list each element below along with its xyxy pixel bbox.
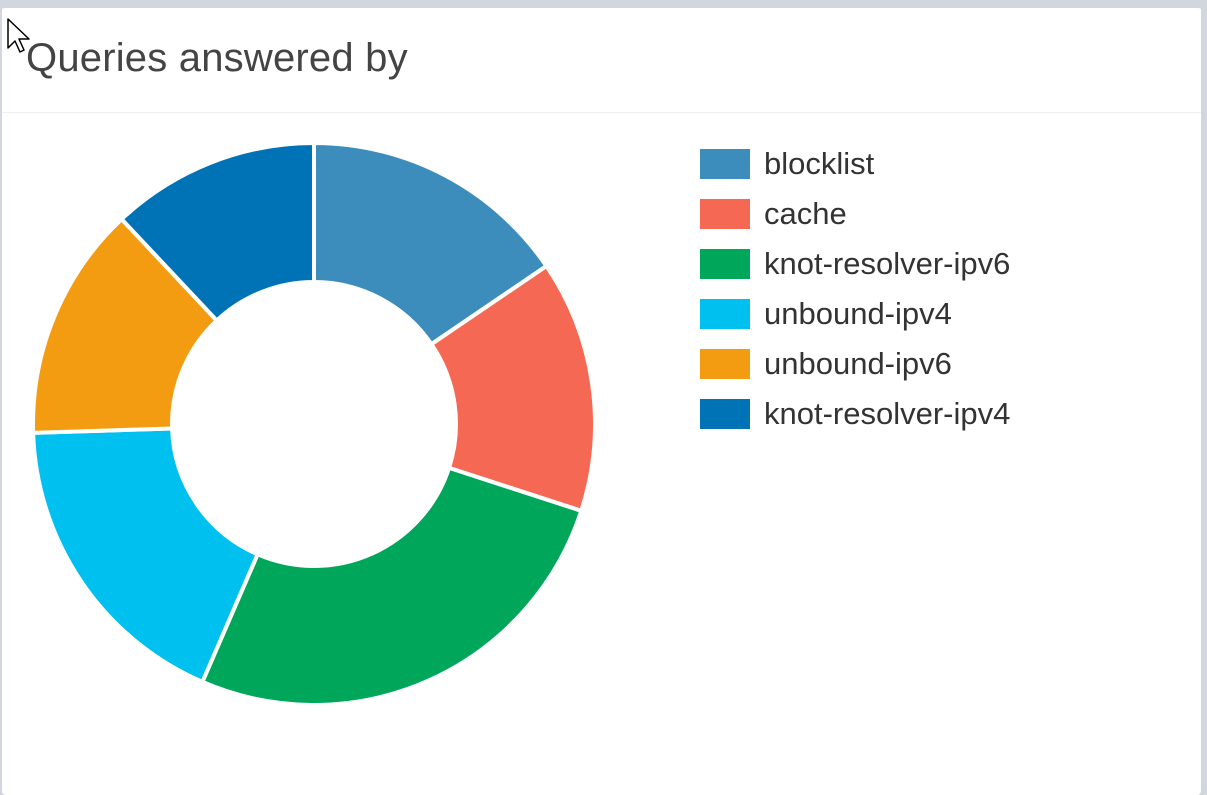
legend-label: unbound-ipv6: [764, 346, 952, 381]
legend-item-cache[interactable]: cache: [700, 189, 1010, 239]
legend-item-knot-resolver-ipv4[interactable]: knot-resolver-ipv4: [700, 389, 1010, 439]
slice-blocklist[interactable]: [312, 140, 550, 347]
mouse-cursor-icon: [7, 18, 30, 53]
legend-swatch: [700, 249, 750, 279]
legend-label: blocklist: [764, 146, 875, 181]
panel-title: Queries answered by: [26, 36, 408, 80]
legend-swatch: [700, 199, 750, 229]
legend-item-unbound-ipv6[interactable]: unbound-ipv6: [700, 339, 1010, 389]
slice-unbound-ipv4[interactable]: [31, 426, 261, 685]
legend-swatch: [700, 399, 750, 429]
legend-swatch: [700, 149, 750, 179]
chart-legend: blocklist cache knot-resolver-ipv6 unbound-…: [700, 139, 1010, 439]
legend-swatch: [700, 299, 750, 329]
donut-chart: [31, 140, 597, 707]
slice-cache[interactable]: [428, 263, 597, 514]
legend-label: knot-resolver-ipv6: [764, 246, 1011, 281]
legend-label: unbound-ipv4: [764, 296, 952, 331]
legend-item-blocklist[interactable]: blocklist: [700, 139, 1010, 189]
legend-swatch: [700, 349, 750, 379]
legend-item-knot-resolver-ipv6[interactable]: knot-resolver-ipv6: [700, 239, 1010, 289]
legend-label: knot-resolver-ipv4: [764, 396, 1011, 431]
slice-knot-resolver-ipv6[interactable]: [199, 465, 584, 707]
slice-knot-resolver-ipv4[interactable]: [118, 140, 316, 324]
legend-label: cache: [764, 196, 847, 231]
legend-item-unbound-ipv4[interactable]: unbound-ipv4: [700, 289, 1010, 339]
panel-header: Queries answered by: [2, 8, 1201, 113]
